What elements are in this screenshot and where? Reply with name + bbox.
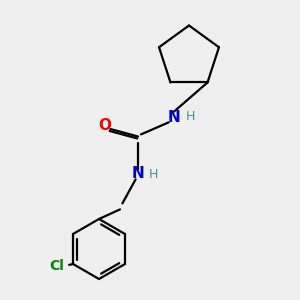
Text: H: H (186, 110, 195, 124)
Text: Cl: Cl (49, 259, 64, 272)
Text: N: N (168, 110, 180, 124)
Text: H: H (148, 167, 158, 181)
Text: N: N (132, 167, 144, 182)
Text: O: O (98, 118, 112, 134)
